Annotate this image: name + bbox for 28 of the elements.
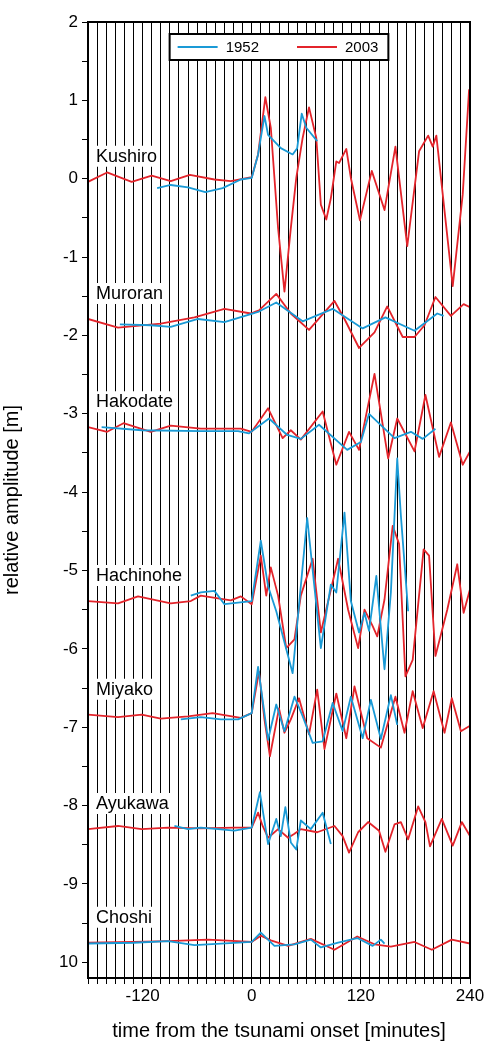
y-tick-label: -3 — [62, 403, 78, 423]
y-tick-label: -1 — [62, 246, 78, 266]
y-tick-label: 1 — [68, 90, 78, 110]
legend-label: 1952 — [225, 38, 260, 56]
x-tick-label: 0 — [246, 985, 257, 1005]
annotation: Kushiro — [96, 145, 158, 166]
annotation: Hachinohe — [96, 565, 183, 586]
annotation: Ayukawa — [96, 793, 170, 814]
y-tick-label: 0 — [68, 168, 78, 188]
annotation: Miyako — [96, 678, 154, 699]
y-tick-label: -5 — [62, 560, 78, 580]
y-tick-label: -6 — [62, 638, 78, 658]
legend-label: 2003 — [345, 38, 379, 56]
y-tick-label: -9 — [62, 873, 78, 893]
y-tick-label: 2 — [68, 11, 78, 31]
y-axis-title: relative amplitude [m] — [0, 404, 22, 596]
x-tick-label: 120 — [346, 985, 376, 1005]
annotation: Muroran — [96, 282, 164, 303]
y-tick-label: -7 — [62, 716, 78, 736]
y-tick-label: -2 — [62, 325, 78, 345]
x-tick-label: 240 — [455, 985, 485, 1005]
annotation: Hakodate — [96, 391, 174, 412]
annotation: Choshi — [96, 906, 153, 927]
y-tick-label: -4 — [62, 481, 78, 501]
x-axis-title: time from the tsunami onset [minutes] — [112, 1018, 446, 1041]
x-tick-label: -120 — [125, 985, 160, 1005]
y-tick-label: -8 — [62, 795, 78, 815]
y-tick-label: 10 — [59, 952, 78, 972]
